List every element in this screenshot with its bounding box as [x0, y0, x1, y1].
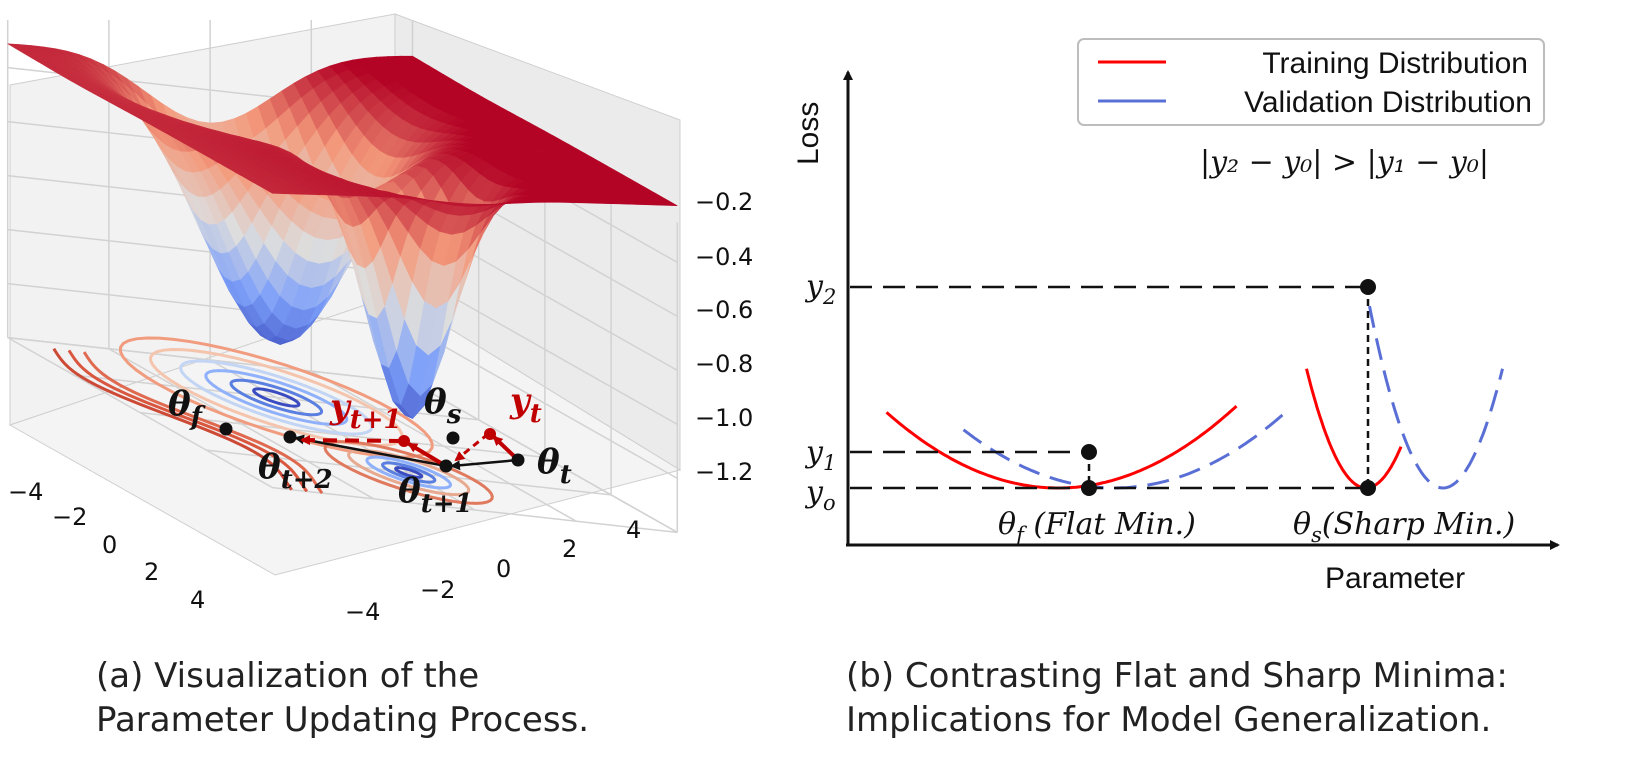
panel-a-3d-surface: −4 −2 0 2 4 −4 −2 0 2 4 −0.2 −0.4 −0.6 −…: [6, 13, 753, 626]
step-arrow-t: [450, 458, 519, 471]
axis-ticks-3d: −4 −2 0 2 4 −4 −2 0 2 4 −0.2 −0.4 −0.6 −…: [8, 188, 753, 626]
contour-line: [82, 351, 324, 494]
training-curve-sharp: [1305, 368, 1403, 490]
wall-gridline: [7, 282, 413, 330]
z-tick: −1.0: [695, 404, 753, 432]
legend-validation: Validation Distribution: [1244, 86, 1532, 119]
legend-training: Training Distribution: [1262, 47, 1528, 80]
contour-line: [52, 347, 293, 491]
validation-curve-sharp: [1368, 305, 1504, 490]
y-tick: 0: [496, 555, 511, 583]
label-theta-s: θs: [424, 382, 462, 430]
label-theta-t1: θt+1: [398, 471, 473, 519]
contour-line: [179, 359, 374, 436]
red-dash-t1: [300, 435, 404, 446]
floor-gridline: [209, 359, 476, 511]
z-tick: −0.6: [695, 296, 753, 324]
caption-b: (b) Contrasting Flat and Sharp Minima: I…: [846, 654, 1508, 742]
label-theta-t2: θt+2: [258, 447, 333, 495]
point-theta-t2: [283, 430, 297, 444]
red-step-t1: [407, 442, 448, 468]
x-tick: 4: [190, 586, 205, 614]
z-tick: −1.2: [695, 458, 753, 486]
y-tick-y2: y2: [804, 269, 836, 309]
wall-gridline: [412, 381, 678, 534]
x-tick: −4: [8, 478, 43, 506]
contour-line: [204, 369, 349, 426]
loss-curves: [885, 305, 1504, 490]
contour-line: [149, 348, 404, 447]
contour-line: [394, 466, 424, 479]
y-tick: 2: [562, 535, 577, 563]
caption-a: (a) Visualization of the Parameter Updat…: [96, 654, 589, 742]
legend-frame: [1077, 38, 1545, 126]
red-dash-t: [454, 432, 489, 462]
caption-a-line2: Parameter Updating Process.: [96, 700, 590, 740]
x-tick: 2: [144, 558, 159, 586]
contour-lines: [52, 336, 494, 505]
loss-surface: [7, 43, 678, 420]
panel-b-flat-sharp: Loss Parameter y2 y1 yo |y₂ − y₀| > |y₁ …: [792, 38, 1560, 595]
floor-gridline: [272, 486, 678, 534]
step-arrow-t1: [294, 434, 447, 468]
sharp-min-label: θs(Sharp Min.): [1293, 507, 1515, 547]
point-sharp-val: [1360, 279, 1376, 295]
point-y-t1: [398, 435, 410, 447]
y-tick-yo: yo: [804, 475, 836, 515]
label-theta-f: θf: [168, 384, 206, 432]
label-y-t1: yt+1: [329, 387, 402, 435]
y-tick: 4: [626, 516, 641, 544]
inequality-annotation: |y₂ − y₀| > |y₁ − y₀|: [1200, 145, 1489, 180]
point-theta-f: [219, 422, 233, 436]
contour-line: [67, 349, 309, 493]
trajectory-arrows: [219, 422, 525, 473]
y-axis-label: Loss: [792, 102, 825, 165]
wall-gridline: [412, 327, 678, 480]
point-y-t: [484, 428, 496, 440]
point-theta-s: [446, 431, 460, 445]
caption-b-line1: (b) Contrasting Flat and Sharp Minima:: [846, 656, 1508, 696]
x-tick: 0: [102, 531, 117, 559]
floor-gridline: [310, 370, 577, 522]
z-tick: −0.8: [695, 350, 753, 378]
reference-lines: [850, 285, 1370, 490]
x-axis-label: Parameter: [1325, 562, 1465, 595]
wall-gridline: [7, 336, 413, 384]
x-tick: −2: [52, 503, 87, 531]
label-y-t: yt: [509, 381, 542, 429]
flat-min-label: θf (Flat Min.): [998, 507, 1196, 547]
y-tick: −4: [345, 598, 380, 626]
point-labels-3d: θf θs θt θt+1 θt+2 yt yt+1: [168, 381, 572, 519]
contour-line: [229, 378, 324, 417]
reference-points: [1081, 279, 1376, 496]
contour-line: [381, 461, 437, 484]
z-tick: −0.4: [695, 243, 753, 271]
caption-a-line1: (a) Visualization of the: [96, 656, 480, 696]
contour-line: [365, 455, 453, 490]
point-flat-val: [1081, 444, 1097, 460]
y-tick-y1: y1: [804, 435, 836, 475]
y-tick: −2: [420, 576, 455, 604]
z-tick: −0.2: [695, 188, 753, 216]
legend: Training Distribution Validation Distrib…: [1077, 38, 1545, 126]
point-flat-min: [1081, 480, 1097, 496]
caption-b-line2: Implications for Model Generalization.: [846, 700, 1492, 740]
point-theta-t1: [439, 459, 453, 473]
contour-line: [118, 336, 434, 459]
contour-line: [252, 387, 301, 408]
point-theta-t: [511, 453, 525, 467]
surface-patch: [264, 188, 285, 194]
point-sharp-min: [1360, 480, 1376, 496]
label-theta-t: θt: [537, 442, 572, 490]
